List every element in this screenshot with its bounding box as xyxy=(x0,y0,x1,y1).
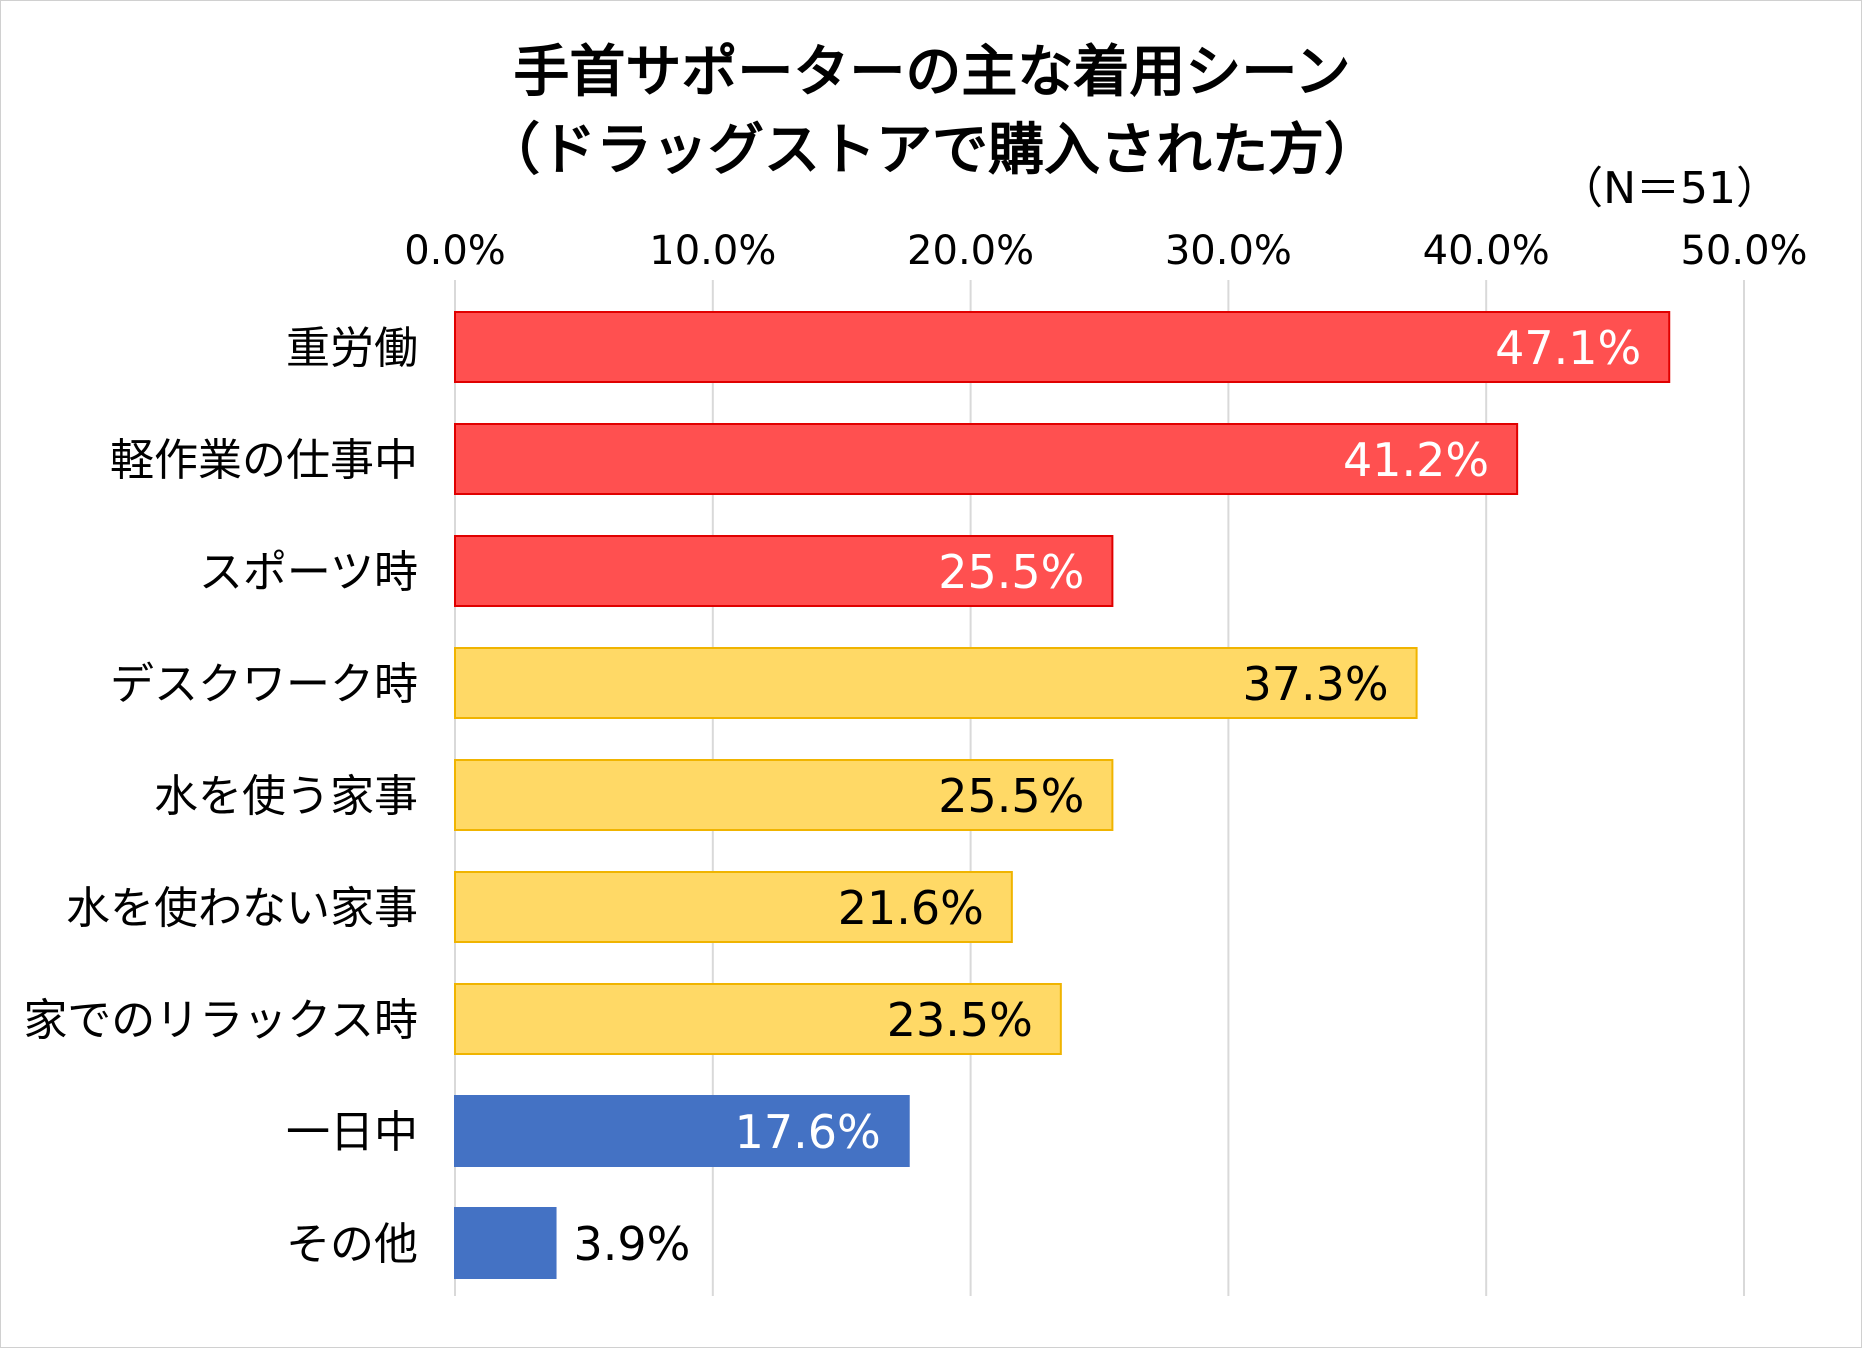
chart-title: 手首サポーターの主な着用シーン xyxy=(513,40,1351,105)
data-label: 25.5% xyxy=(938,545,1084,599)
x-tick-label: 0.0% xyxy=(404,228,506,274)
x-tick-label: 30.0% xyxy=(1165,228,1292,274)
category-label: 一日中 xyxy=(286,1107,418,1158)
data-label: 3.9% xyxy=(574,1217,691,1271)
bar xyxy=(454,647,1418,719)
x-tick-label: 20.0% xyxy=(907,228,1034,274)
data-labels: 47.1% 41.2% 25.5% 37.3% 25.5% 21.6% 23.5% 17.6%… xyxy=(574,321,1642,1271)
data-label: 37.3% xyxy=(1242,657,1388,711)
bar xyxy=(454,1207,557,1279)
bar xyxy=(454,983,1062,1055)
category-label: その他 xyxy=(286,1219,418,1270)
category-labels: 重労働軽作業の仕事中スポーツ時デスクワーク時水を使う家事水を使わない家事家でのリ… xyxy=(23,323,418,1270)
category-label: 重労働 xyxy=(286,323,418,374)
bar xyxy=(454,759,1114,831)
data-label: 47.1% xyxy=(1495,321,1641,375)
data-label: 21.6% xyxy=(838,881,984,935)
data-label: 25.5% xyxy=(938,769,1084,823)
x-tick-label: 50.0% xyxy=(1680,228,1807,274)
category-label: 水を使う家事 xyxy=(154,771,418,822)
category-label: 水を使わない家事 xyxy=(66,883,418,934)
data-label: 23.5% xyxy=(887,993,1033,1047)
category-label: 軽作業の仕事中 xyxy=(110,435,418,486)
x-tick-label: 10.0% xyxy=(649,228,776,274)
data-label: 41.2% xyxy=(1343,433,1489,487)
x-axis-tick-labels: 0.0% 10.0% 20.0% 30.0% 40.0% 50.0% xyxy=(404,228,1807,274)
sample-size-note: （N＝51） xyxy=(1559,163,1780,214)
category-label: デスクワーク時 xyxy=(110,659,418,710)
bar xyxy=(454,535,1114,607)
bars xyxy=(454,311,1671,1279)
bar xyxy=(454,1095,910,1167)
bar xyxy=(454,311,1671,383)
bar xyxy=(454,871,1013,943)
data-label: 17.6% xyxy=(735,1105,881,1159)
bar xyxy=(454,423,1519,495)
chart-subtitle: （ドラッグストアで購入された方） xyxy=(484,118,1380,183)
x-tick-label: 40.0% xyxy=(1423,228,1550,274)
category-label: スポーツ時 xyxy=(199,547,418,598)
category-label: 家でのリラックス時 xyxy=(23,995,418,1046)
